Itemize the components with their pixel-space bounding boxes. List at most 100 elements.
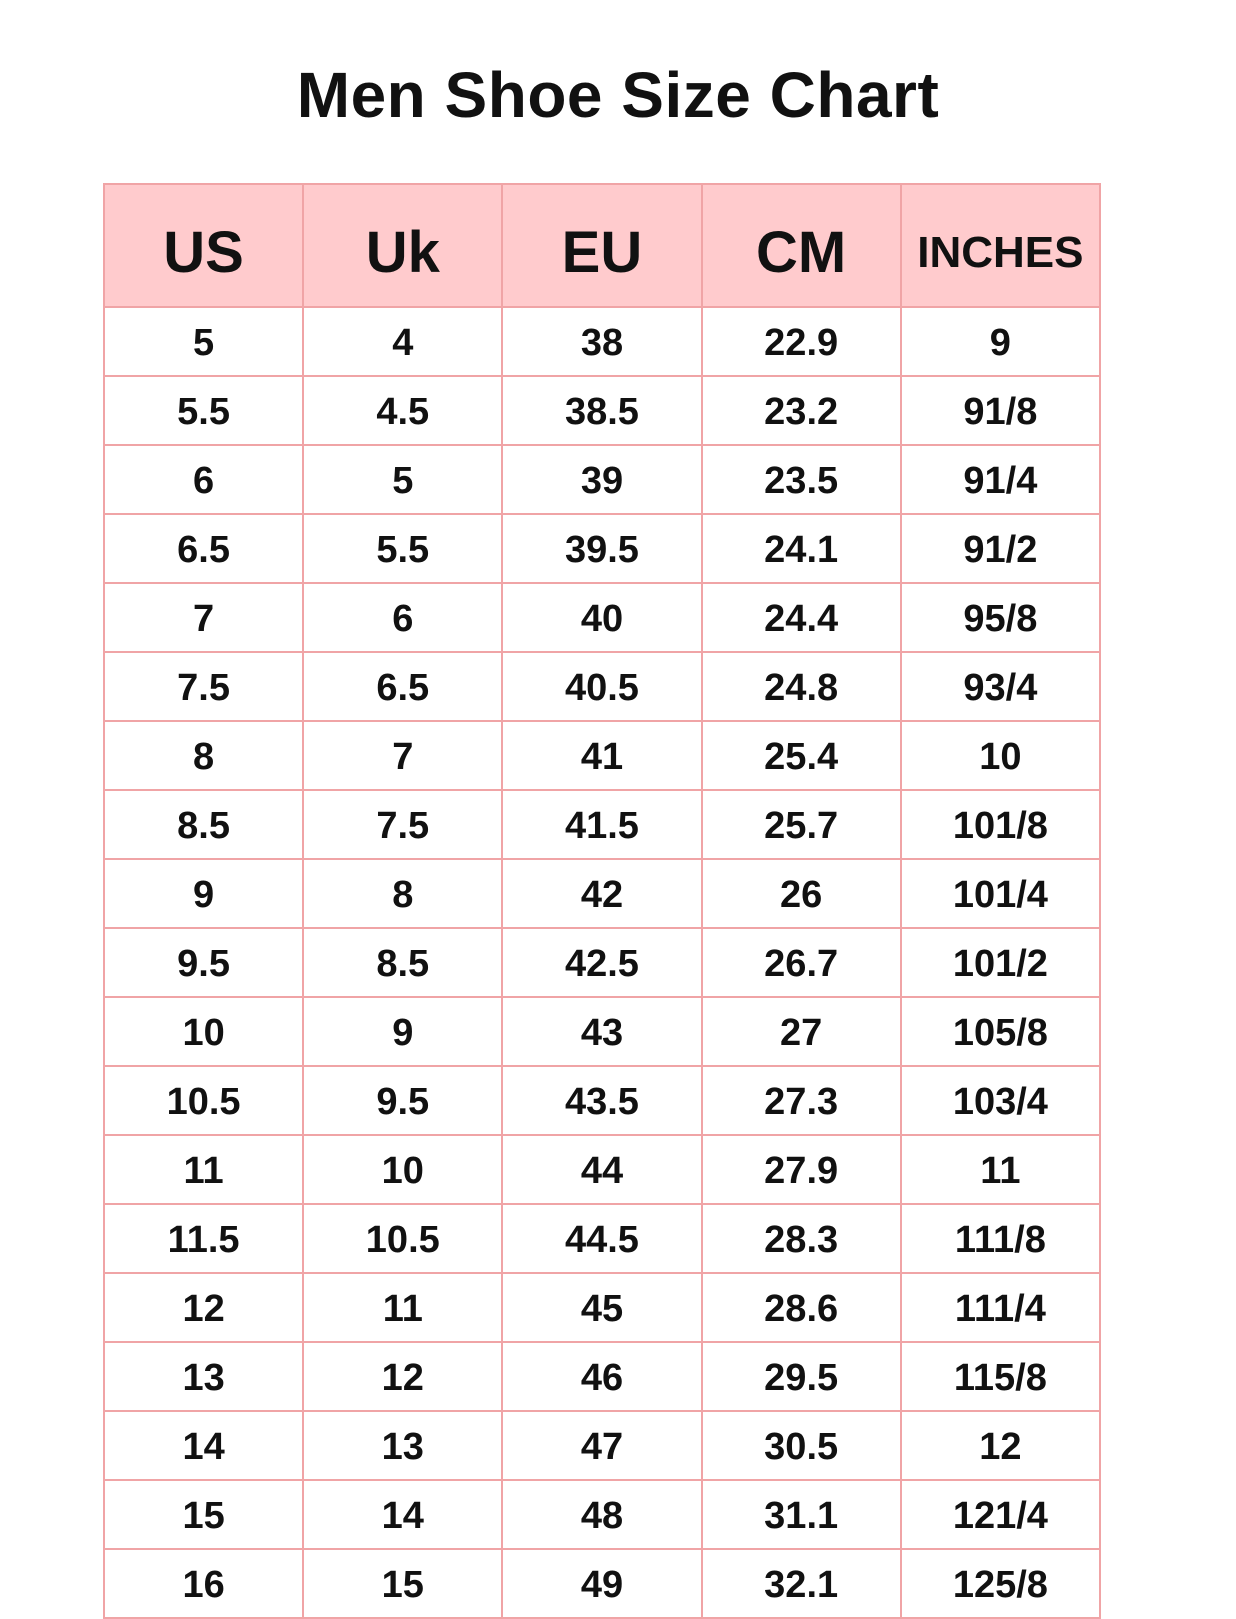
cell-cm: 23.2 [700, 375, 902, 446]
cell-cm: 26.7 [700, 927, 902, 998]
cell-cm: 27 [700, 996, 902, 1067]
cell-cm: 25.4 [700, 720, 902, 791]
cell-uk: 6.5 [302, 651, 504, 722]
cell-us: 6.5 [102, 513, 305, 584]
cell-eu: 45 [501, 1272, 703, 1343]
cell-cm: 24.4 [700, 582, 902, 653]
column-header-inches: INCHES [899, 183, 1102, 308]
table-row: 8.5 7.5 41.5 25.7 101/8 [102, 789, 1102, 860]
table-row: 13 12 46 29.5 115/8 [102, 1341, 1102, 1412]
cell-cm: 29.5 [700, 1341, 902, 1412]
cell-uk: 8 [302, 858, 504, 929]
table-row: 7.5 6.5 40.5 24.8 93/4 [102, 651, 1102, 722]
cell-inches: 91/8 [899, 375, 1102, 446]
cell-eu: 39 [501, 444, 703, 515]
cell-cm: 30.5 [700, 1410, 902, 1481]
cell-eu: 40.5 [501, 651, 703, 722]
table-row: 10 9 43 27 105/8 [102, 996, 1102, 1067]
cell-cm: 23.5 [700, 444, 902, 515]
cell-inches: 101/4 [899, 858, 1102, 929]
cell-cm: 25.7 [700, 789, 902, 860]
cell-cm: 28.6 [700, 1272, 902, 1343]
table-row: 5.5 4.5 38.5 23.2 91/8 [102, 375, 1102, 446]
size-table: US Uk EU CM INCHES 5 4 38 22.9 9 5.5 4.5 38.5 23.2 91… [102, 183, 1102, 1619]
cell-cm: 22.9 [700, 306, 902, 377]
cell-us: 10 [102, 996, 305, 1067]
column-header-cm: CM [700, 183, 902, 308]
cell-us: 9 [102, 858, 305, 929]
header-row: US Uk EU CM INCHES [102, 183, 1102, 308]
table-row: 15 14 48 31.1 121/4 [102, 1479, 1102, 1550]
cell-inches: 111/8 [899, 1203, 1102, 1274]
table-row: 9 8 42 26 101/4 [102, 858, 1102, 929]
cell-us: 11.5 [102, 1203, 305, 1274]
table-row: 16 15 49 32.1 125/8 [102, 1548, 1102, 1619]
cell-cm: 31.1 [700, 1479, 902, 1550]
cell-uk: 5 [302, 444, 504, 515]
cell-eu: 49 [501, 1548, 703, 1619]
cell-inches: 111/4 [899, 1272, 1102, 1343]
cell-uk: 6 [302, 582, 504, 653]
chart-title: Men Shoe Size Chart [296, 59, 940, 131]
cell-us: 14 [102, 1410, 305, 1481]
cell-eu: 42 [501, 858, 703, 929]
table-row: 11 10 44 27.9 11 [102, 1134, 1102, 1205]
cell-eu: 42.5 [501, 927, 703, 998]
cell-eu: 48 [501, 1479, 703, 1550]
cell-eu: 38.5 [501, 375, 703, 446]
cell-inches: 125/8 [899, 1548, 1102, 1619]
table-row: 7 6 40 24.4 95/8 [102, 582, 1102, 653]
cell-inches: 101/2 [899, 927, 1102, 998]
cell-inches: 12 [899, 1410, 1102, 1481]
table-row: 5 4 38 22.9 9 [102, 306, 1102, 377]
cell-inches: 9 [899, 306, 1102, 377]
table-row: 11.5 10.5 44.5 28.3 111/8 [102, 1203, 1102, 1274]
cell-eu: 38 [501, 306, 703, 377]
cell-eu: 46 [501, 1341, 703, 1412]
cell-eu: 47 [501, 1410, 703, 1481]
column-header-uk: Uk [302, 183, 504, 308]
cell-inches: 91/4 [899, 444, 1102, 515]
cell-eu: 41.5 [501, 789, 703, 860]
cell-inches: 105/8 [899, 996, 1102, 1067]
cell-eu: 40 [501, 582, 703, 653]
cell-uk: 10.5 [302, 1203, 504, 1274]
cell-uk: 9 [302, 996, 504, 1067]
cell-eu: 44 [501, 1134, 703, 1205]
cell-inches: 95/8 [899, 582, 1102, 653]
cell-eu: 41 [501, 720, 703, 791]
cell-inches: 121/4 [899, 1479, 1102, 1550]
cell-eu: 43.5 [501, 1065, 703, 1136]
cell-inches: 101/8 [899, 789, 1102, 860]
cell-uk: 11 [302, 1272, 504, 1343]
cell-cm: 26 [700, 858, 902, 929]
cell-inches: 103/4 [899, 1065, 1102, 1136]
cell-us: 8.5 [102, 789, 305, 860]
cell-uk: 12 [302, 1341, 504, 1412]
cell-eu: 44.5 [501, 1203, 703, 1274]
cell-cm: 28.3 [700, 1203, 902, 1274]
table-row: 8 7 41 25.4 10 [102, 720, 1102, 791]
table-row: 9.5 8.5 42.5 26.7 101/2 [102, 927, 1102, 998]
cell-inches: 91/2 [899, 513, 1102, 584]
cell-inches: 10 [899, 720, 1102, 791]
cell-cm: 27.9 [700, 1134, 902, 1205]
cell-us: 5.5 [102, 375, 305, 446]
cell-us: 6 [102, 444, 305, 515]
cell-uk: 7.5 [302, 789, 504, 860]
cell-us: 16 [102, 1548, 305, 1619]
cell-us: 5 [102, 306, 305, 377]
cell-uk: 14 [302, 1479, 504, 1550]
table-row: 14 13 47 30.5 12 [102, 1410, 1102, 1481]
cell-inches: 11 [899, 1134, 1102, 1205]
cell-eu: 39.5 [501, 513, 703, 584]
cell-cm: 27.3 [700, 1065, 902, 1136]
table-row: 6 5 39 23.5 91/4 [102, 444, 1102, 515]
column-header-eu: EU [501, 183, 703, 308]
cell-cm: 24.8 [700, 651, 902, 722]
cell-cm: 32.1 [700, 1548, 902, 1619]
cell-uk: 8.5 [302, 927, 504, 998]
cell-eu: 43 [501, 996, 703, 1067]
table-row: 6.5 5.5 39.5 24.1 91/2 [102, 513, 1102, 584]
cell-us: 7 [102, 582, 305, 653]
